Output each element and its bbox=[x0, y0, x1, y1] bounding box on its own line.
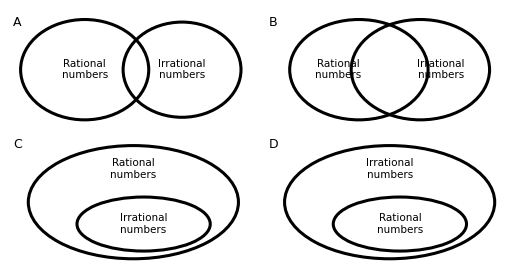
Text: D: D bbox=[269, 138, 279, 151]
Text: Irrational
numbers: Irrational numbers bbox=[366, 158, 413, 180]
Text: Irrational
numbers: Irrational numbers bbox=[417, 59, 464, 80]
Text: Rational
numbers: Rational numbers bbox=[62, 59, 108, 80]
Text: Irrational
numbers: Irrational numbers bbox=[158, 59, 206, 80]
Text: B: B bbox=[269, 16, 278, 29]
Text: Irrational
numbers: Irrational numbers bbox=[120, 213, 167, 235]
Text: A: A bbox=[13, 16, 21, 29]
Text: Rational
numbers: Rational numbers bbox=[377, 213, 423, 235]
Text: Rational
numbers: Rational numbers bbox=[315, 59, 361, 80]
Text: C: C bbox=[13, 138, 21, 151]
Text: Rational
numbers: Rational numbers bbox=[110, 158, 156, 180]
